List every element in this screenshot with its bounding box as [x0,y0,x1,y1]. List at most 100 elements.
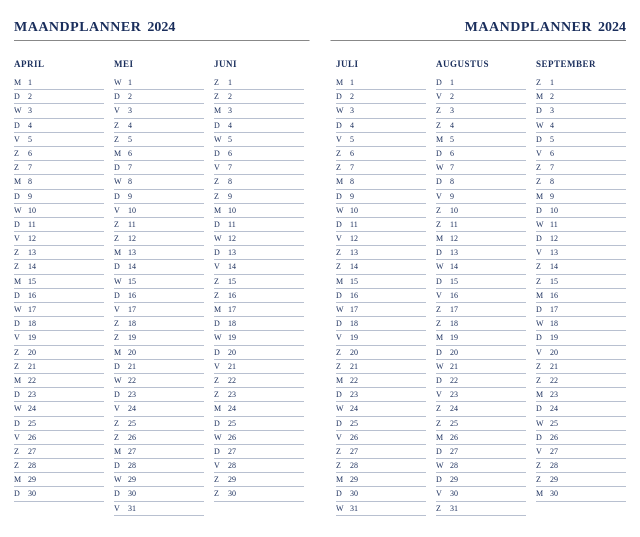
day-number: 27 [128,447,136,456]
day-number: 13 [550,248,558,257]
day-row: W22 [114,374,204,388]
day-weekday-letter: Z [114,121,128,130]
day-number: 15 [128,277,136,286]
day-weekday-letter: Z [336,348,350,357]
day-weekday-letter: M [114,348,128,357]
day-number: 11 [450,220,458,229]
day-number: 27 [28,447,36,456]
day-weekday-letter: W [436,262,450,271]
day-number: 25 [550,419,558,428]
day-row: D2 [114,90,204,104]
day-row: V6 [536,147,626,161]
day-weekday-letter: Z [14,248,28,257]
day-weekday-letter: D [336,489,350,498]
day-weekday-letter: Z [14,461,28,470]
day-number: 23 [350,390,358,399]
day-number: 9 [28,192,32,201]
day-row: D23 [336,388,426,402]
day-row: D16 [14,289,104,303]
day-number: 13 [228,248,236,257]
day-weekday-letter: V [436,489,450,498]
day-number: 4 [228,121,232,130]
day-number: 24 [550,404,558,413]
day-number: 3 [128,106,132,115]
day-row: Z20 [336,346,426,360]
day-number: 16 [550,291,558,300]
day-number: 11 [350,220,358,229]
day-weekday-letter: D [336,92,350,101]
month-name: AUGUSTUS [436,59,526,69]
day-weekday-letter: Z [536,376,550,385]
day-row: D29 [436,473,526,487]
day-weekday-letter: M [214,404,228,413]
day-row: Z9 [214,190,304,204]
day-row: V5 [336,133,426,147]
day-row: D18 [14,317,104,331]
day-row: M12 [436,232,526,246]
day-weekday-letter: D [114,92,128,101]
day-weekday-letter: V [436,92,450,101]
day-weekday-letter: D [436,348,450,357]
day-number: 12 [550,234,558,243]
day-row: M27 [114,445,204,459]
day-weekday-letter: V [114,206,128,215]
month-days: Z1Z2M3D4W5D6V7Z8Z9M10D11W12D13V14Z15Z16M… [214,76,304,502]
day-weekday-letter: W [536,319,550,328]
day-number: 9 [550,192,554,201]
day-number: 6 [128,149,132,158]
day-number: 29 [128,475,136,484]
day-weekday-letter: V [536,149,550,158]
day-weekday-letter: D [436,376,450,385]
day-weekday-letter: M [536,291,550,300]
day-number: 8 [228,177,232,186]
day-weekday-letter: Z [336,163,350,172]
day-row: Z27 [336,445,426,459]
day-number: 18 [450,319,458,328]
day-number: 28 [28,461,36,470]
day-weekday-letter: W [114,376,128,385]
month-days: D1V2Z3Z4M5D6W7D8V9Z10Z11M12D13W14D15V16Z… [436,76,526,516]
day-row: Z14 [536,260,626,274]
day-weekday-letter: Z [536,177,550,186]
day-number: 20 [228,348,236,357]
day-number: 15 [28,277,36,286]
day-weekday-letter: Z [436,404,450,413]
day-weekday-letter: D [14,319,28,328]
day-weekday-letter: D [536,234,550,243]
day-number: 18 [550,319,558,328]
day-row: Z1 [536,76,626,90]
day-row: V16 [436,289,526,303]
day-row: Z28 [536,459,626,473]
day-row: V12 [336,232,426,246]
day-weekday-letter: Z [214,277,228,286]
day-row: D12 [536,232,626,246]
day-weekday-letter: Z [114,135,128,144]
day-weekday-letter: D [436,475,450,484]
day-row: D25 [214,417,304,431]
day-row: Z18 [114,317,204,331]
day-weekday-letter: V [214,362,228,371]
day-weekday-letter: Z [14,362,28,371]
day-row: D19 [536,331,626,345]
day-weekday-letter: V [114,404,128,413]
day-number: 7 [350,163,354,172]
day-weekday-letter: D [214,319,228,328]
day-row: D27 [214,445,304,459]
day-number: 13 [28,248,36,257]
day-weekday-letter: W [14,404,28,413]
day-weekday-letter: M [114,149,128,158]
day-number: 22 [28,376,36,385]
day-weekday-letter: W [214,433,228,442]
day-row: V10 [114,204,204,218]
day-number: 4 [128,121,132,130]
day-number: 18 [350,319,358,328]
day-number: 20 [450,348,458,357]
day-weekday-letter: V [436,390,450,399]
day-weekday-letter: V [336,135,350,144]
day-weekday-letter: Z [14,348,28,357]
day-number: 12 [450,234,458,243]
day-number: 23 [128,390,136,399]
day-weekday-letter: Z [436,305,450,314]
day-row: D6 [214,147,304,161]
header-year: 2024 [598,20,626,36]
